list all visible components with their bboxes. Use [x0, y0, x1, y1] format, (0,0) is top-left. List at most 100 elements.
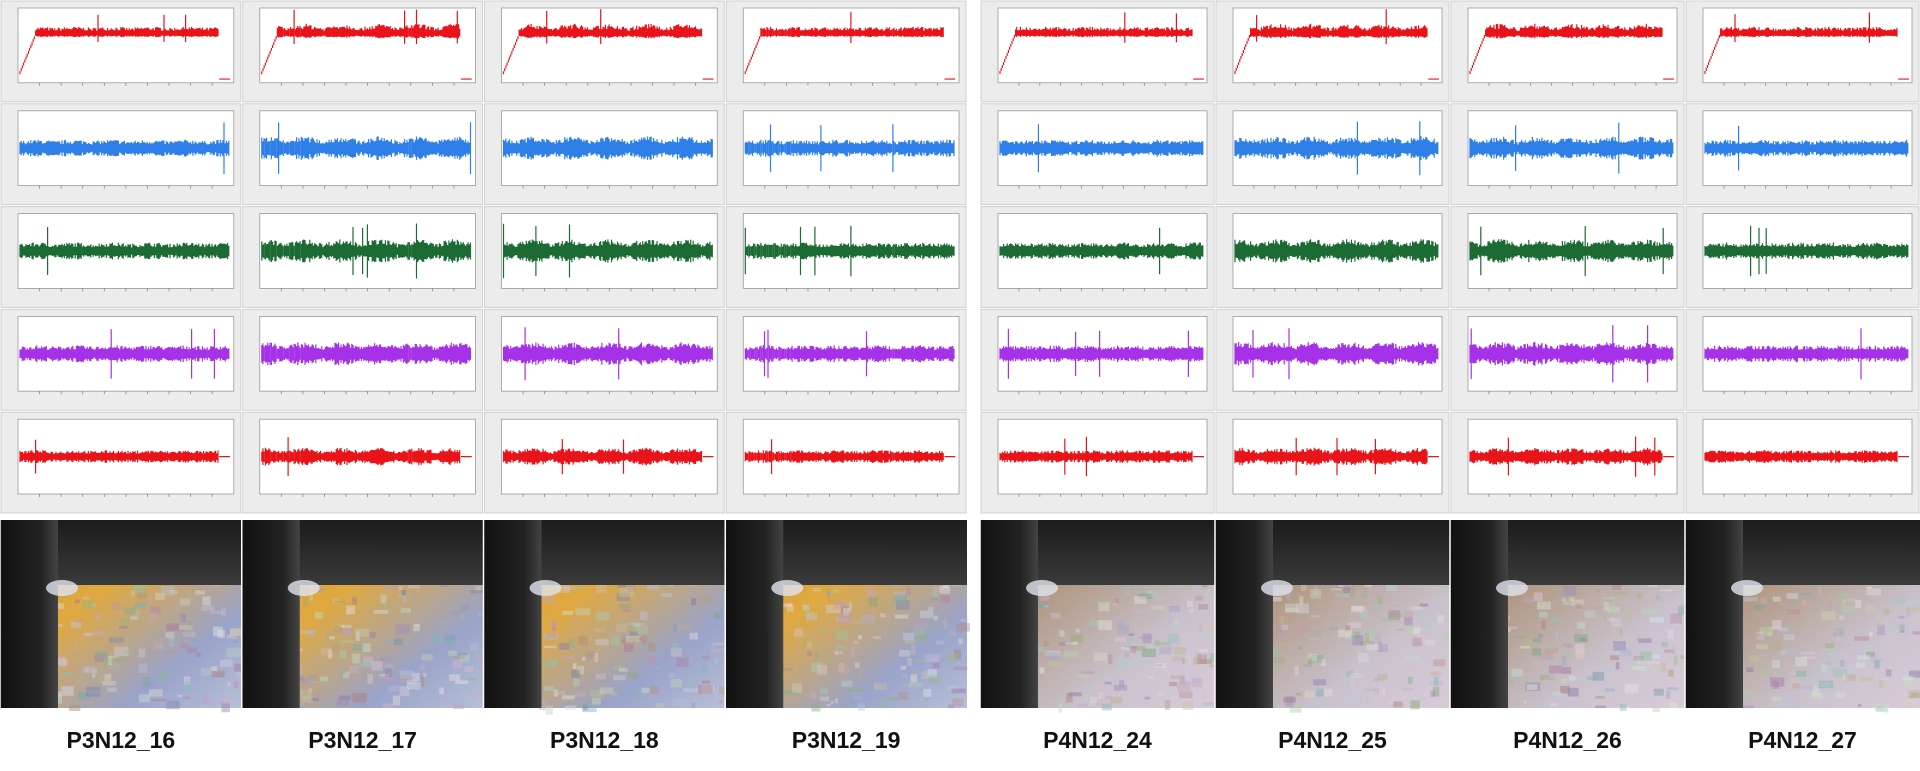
photo-texture [582, 704, 588, 711]
photo-texture [74, 643, 78, 652]
photo-texture [1638, 638, 1652, 643]
photo-texture [1833, 668, 1848, 678]
photo-texture [1410, 606, 1423, 610]
photo-texture [803, 634, 815, 639]
photo-texture [84, 667, 90, 673]
photo-texture [1561, 656, 1567, 665]
photo-texture [1351, 631, 1360, 639]
photo-texture [1760, 597, 1767, 604]
photo-texture [1659, 634, 1670, 640]
photo-texture [1874, 622, 1882, 627]
photo-texture [1832, 599, 1841, 603]
photo-texture [1612, 609, 1618, 612]
photo-texture [107, 663, 120, 669]
photo-texture [635, 688, 650, 694]
photo-texture [1092, 703, 1101, 707]
photo-texture [1743, 597, 1758, 602]
photo-texture [1408, 676, 1413, 685]
photo-texture [595, 673, 607, 680]
photo-texture [1647, 661, 1660, 665]
photo-texture [1419, 603, 1428, 607]
photo-texture [913, 659, 924, 663]
signal-trace [261, 342, 472, 366]
photo-texture [1169, 681, 1178, 687]
photo-texture [655, 703, 664, 709]
photo-texture [1118, 624, 1130, 635]
photo-texture [561, 696, 574, 701]
photo-texture [1519, 645, 1531, 649]
photo-texture [460, 612, 465, 620]
photo-texture [547, 632, 557, 638]
photo-texture [1876, 613, 1880, 622]
photo-texture [1378, 643, 1388, 653]
photo-texture [613, 665, 625, 670]
photo-texture [1171, 656, 1183, 662]
photo-texture [816, 664, 828, 675]
photo-texture [923, 689, 932, 697]
photo-texture [203, 694, 207, 704]
photo-texture [184, 681, 192, 692]
photo-texture [782, 667, 793, 671]
photo-texture [392, 695, 401, 706]
photo-highlight [1731, 580, 1763, 596]
photo-texture [1568, 675, 1576, 681]
photo-texture [1310, 589, 1322, 599]
photo-texture [1043, 605, 1049, 608]
photo-texture [475, 586, 481, 593]
photo-texture [1602, 597, 1617, 600]
photo-texture [1627, 705, 1631, 708]
photo-highlight [287, 580, 320, 596]
photo-texture [362, 643, 371, 653]
photo-texture [1039, 667, 1045, 674]
photo-texture [1560, 678, 1567, 683]
photo-texture [307, 628, 315, 637]
photo-texture [1563, 601, 1571, 606]
photo-texture [1549, 618, 1564, 623]
photo-texture [830, 700, 835, 704]
photo-texture [133, 610, 140, 618]
photo-texture [719, 699, 723, 704]
photo-texture [1080, 674, 1093, 678]
photo-left [980, 520, 1038, 708]
photo-texture [1787, 608, 1801, 615]
signal-trace [1234, 328, 1439, 380]
photo-texture [563, 656, 575, 659]
signal-trace [744, 439, 956, 474]
photo-texture [1187, 600, 1193, 607]
photo-texture [1373, 677, 1379, 682]
photo-texture [1672, 645, 1676, 655]
photo-texture [1902, 676, 1913, 681]
photo-texture [1433, 659, 1446, 667]
photo-texture [1169, 606, 1181, 613]
photo-texture [952, 698, 964, 707]
photo-texture [853, 640, 859, 644]
photo-texture [301, 676, 316, 684]
photo-texture [819, 696, 830, 702]
photo-texture [835, 617, 849, 622]
photo-texture [907, 658, 912, 666]
photo-texture [712, 627, 716, 631]
photo-texture [1180, 634, 1186, 644]
photo-texture [908, 682, 923, 688]
photo-texture [668, 584, 674, 587]
photo-texture [575, 585, 584, 591]
photo-texture [558, 643, 570, 650]
photo-texture [406, 679, 417, 685]
photo-texture [872, 635, 881, 639]
photo-texture [876, 702, 887, 709]
photo-texture [1075, 628, 1080, 633]
photo-texture [672, 698, 687, 707]
photo-texture [1540, 674, 1555, 680]
photo-texture [1795, 670, 1807, 677]
photo-texture [819, 626, 824, 633]
photo-texture [1100, 693, 1107, 701]
photo-texture [1413, 627, 1421, 634]
photo-highlight [46, 580, 78, 596]
photo-texture [1640, 651, 1653, 661]
photo-texture [553, 689, 558, 697]
photo-texture [1375, 633, 1381, 642]
photo-texture [1874, 704, 1885, 711]
photo-texture [940, 595, 951, 603]
photo-texture [1652, 705, 1661, 713]
photo-texture [148, 689, 163, 697]
